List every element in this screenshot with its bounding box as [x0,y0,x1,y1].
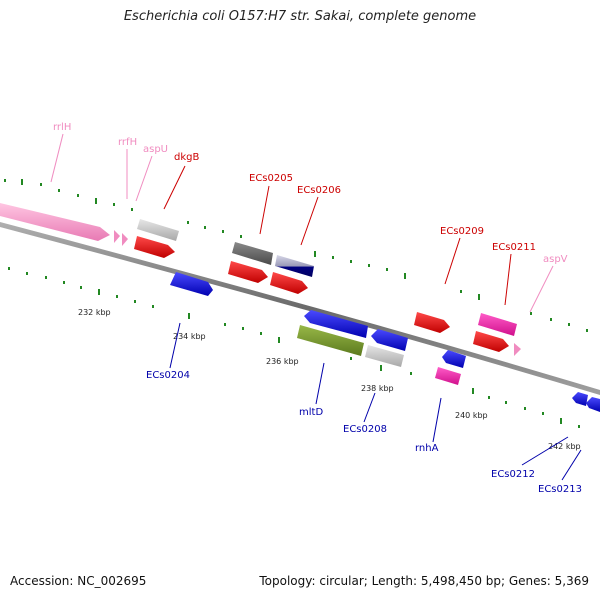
label-ECs0205: ECs0205 [249,173,293,184]
gene-mltD[interactable] [297,325,364,356]
topology-text: Topology: circular; Length: 5,498,450 bp… [259,574,589,588]
outer-leader-lines [50,133,554,313]
gene-rnhA[interactable] [435,367,461,385]
gene-gray-1[interactable] [137,219,179,241]
scale-label-234: 234 kbp [173,332,206,341]
gene-blue-4[interactable] [442,350,466,368]
label-ECs0206: ECs0206 [297,185,341,196]
gene-ECs0209[interactable] [414,312,450,333]
gene-rrfH[interactable] [114,230,120,243]
gene-red-5[interactable] [473,331,509,352]
gene-ECs0213[interactable] [586,397,600,412]
inner-leader-lines [169,322,582,481]
label-mltD: mltD [299,407,323,418]
map-title: Escherichia coli O157:H7 str. Sakai, com… [123,9,477,24]
scale-label-242: 242 kbp [548,442,581,451]
scale-label-240: 240 kbp [455,411,488,420]
gene-blue-2[interactable] [304,310,368,338]
label-rrlH: rrlH [53,122,71,133]
gene-ECs0211[interactable] [478,313,517,336]
label-rnhA: rnhA [415,443,439,454]
gene-dkgB[interactable] [134,236,175,258]
gene-ECs0212[interactable] [572,392,588,406]
label-ECs0212: ECs0212 [491,469,535,480]
label-ECs0211: ECs0211 [492,242,536,253]
gene-red-2[interactable] [228,261,268,283]
scale-label-238: 238 kbp [361,384,394,393]
gene-ECs0205[interactable] [232,242,273,265]
gene-aspV[interactable] [514,343,521,356]
genome-backbone [0,222,600,395]
label-rrfH: rrfH [118,137,137,148]
gene-ECs0206[interactable] [275,255,314,277]
label-aspU: aspU [143,144,168,155]
gene-aspU[interactable] [122,233,128,246]
label-ECs0209: ECs0209 [440,226,484,237]
gene-blue-3[interactable] [371,329,408,351]
inner-tick-track [8,267,580,428]
label-ECs0204: ECs0204 [146,370,190,381]
label-ECs0213: ECs0213 [538,484,582,495]
accession-text: Accession: NC_002695 [10,574,147,588]
gene-red-3[interactable] [270,272,308,294]
gene-ECs0208[interactable] [365,345,404,367]
outer-tick-track [4,179,588,332]
label-ECs0208: ECs0208 [343,424,387,435]
scale-label-236: 236 kbp [266,357,299,366]
label-dkgB: dkgB [174,152,199,163]
gene-blue-1[interactable] [170,272,213,296]
scale-label-232: 232 kbp [78,308,111,317]
gene-rrlH[interactable] [0,203,110,241]
label-aspV: aspV [543,254,568,265]
